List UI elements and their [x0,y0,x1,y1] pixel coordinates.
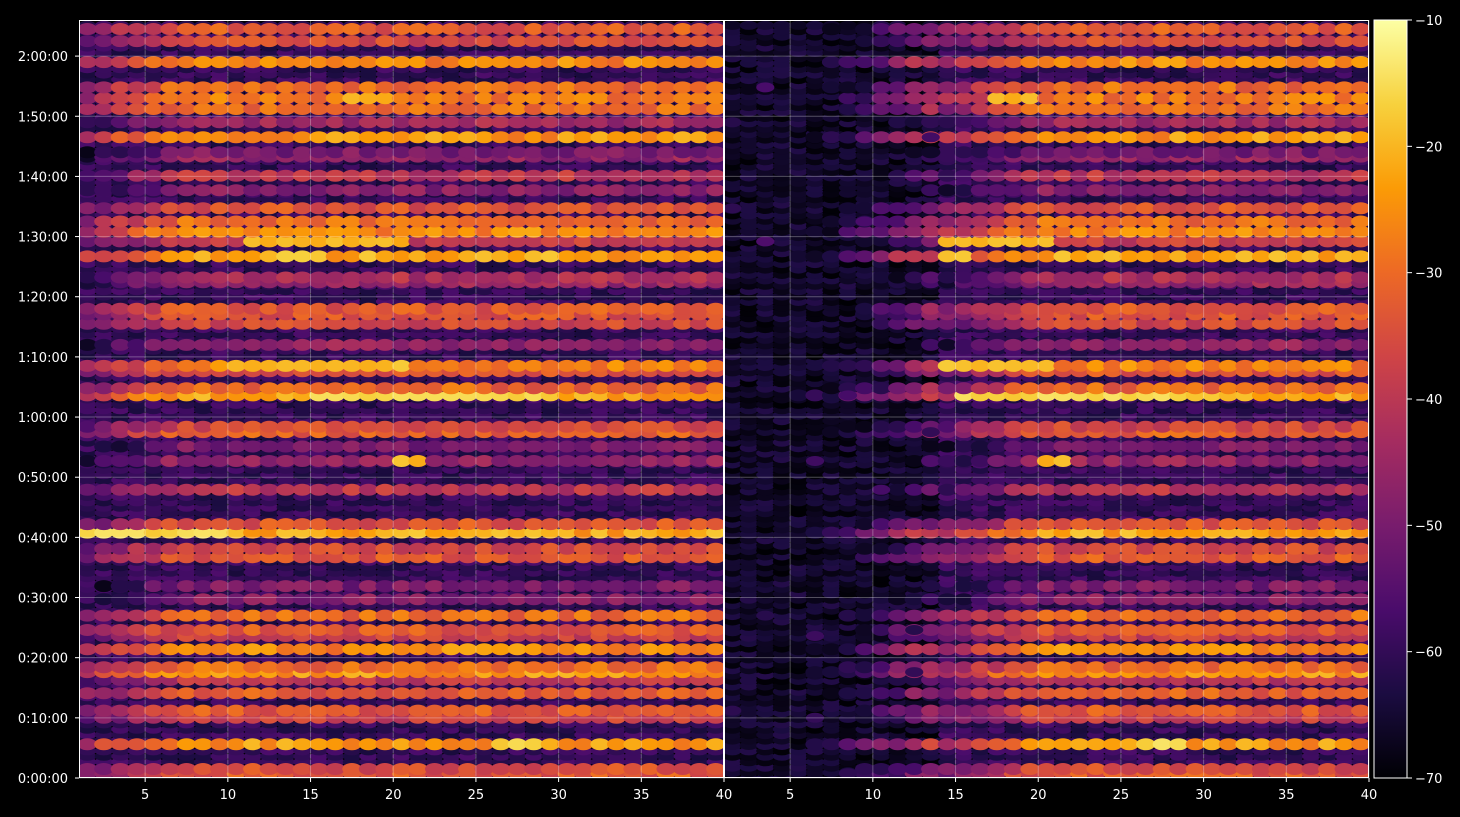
heatmap-marks [79,20,724,778]
panels: 5 10 15 20 25 30 35 400:00:000:10:000:20:000:30… [18,20,1377,803]
panel-1: 5 10 15 20 25 30 35 400:00:000:10:000:20:000:30… [18,20,732,803]
